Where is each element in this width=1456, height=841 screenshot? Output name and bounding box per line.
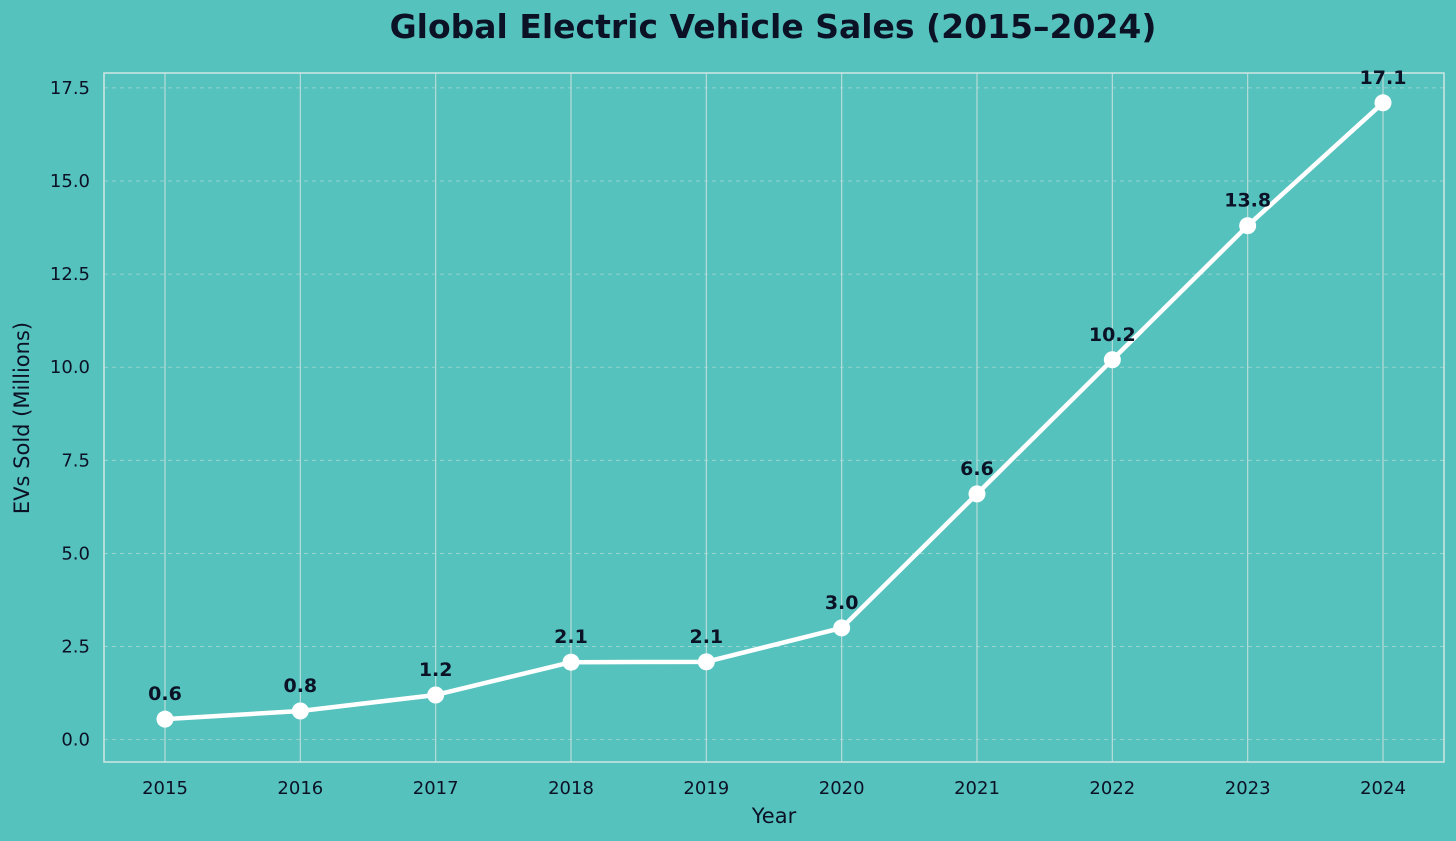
x-axis-label: Year <box>751 804 797 828</box>
data-label: 13.8 <box>1224 190 1271 212</box>
data-point <box>291 702 309 720</box>
x-tick-label: 2019 <box>683 778 729 799</box>
data-point <box>968 485 986 503</box>
grid <box>104 73 1444 762</box>
series-line <box>162 100 1386 722</box>
data-point <box>156 710 174 728</box>
y-tick-label: 12.5 <box>50 264 90 285</box>
x-tick-label: 2022 <box>1089 778 1135 799</box>
x-tick-label: 2024 <box>1360 778 1406 799</box>
data-label: 2.1 <box>554 626 588 648</box>
plot-frame <box>103 72 1445 763</box>
y-tick-label: 17.5 <box>50 78 90 99</box>
x-tick-label: 2016 <box>277 778 323 799</box>
y-tick-label: 15.0 <box>50 171 90 192</box>
x-tick-label: 2020 <box>819 778 865 799</box>
data-point <box>1239 217 1257 235</box>
x-tick-label: 2023 <box>1225 778 1271 799</box>
data-label: 10.2 <box>1089 324 1136 346</box>
data-label: 17.1 <box>1360 67 1407 89</box>
data-point <box>697 653 715 671</box>
data-label: 0.8 <box>283 675 317 697</box>
data-point <box>427 686 445 704</box>
data-label: 6.6 <box>960 458 994 480</box>
y-tick-label: 0.0 <box>61 730 90 751</box>
y-tick-label: 7.5 <box>61 450 90 471</box>
data-point <box>833 619 851 637</box>
y-axis-label: EVs Sold (Millions) <box>10 322 34 514</box>
data-label: 1.2 <box>419 659 453 681</box>
data-point <box>1103 351 1121 369</box>
x-tick-label: 2015 <box>142 778 188 799</box>
chart-title: Global Electric Vehicle Sales (2015–2024… <box>390 7 1157 46</box>
x-tick-label: 2021 <box>954 778 1000 799</box>
y-tick-label: 5.0 <box>61 543 90 564</box>
data-point <box>1374 94 1392 112</box>
data-labels: 0.6 0.8 1.2 2.1 2.1 3.0 6.6 10.2 13.8 17.1 <box>148 67 1406 705</box>
data-point <box>562 653 580 671</box>
y-tick-label: 10.0 <box>50 357 90 378</box>
data-label: 2.1 <box>689 626 723 648</box>
y-tick-label: 2.5 <box>61 637 90 658</box>
series <box>156 94 1392 728</box>
data-label: 0.6 <box>148 683 182 705</box>
axis-ticks: 2015 2016 2017 2018 2019 2020 2021 2022 2023 2024… <box>50 78 1406 799</box>
x-tick-label: 2018 <box>548 778 594 799</box>
x-tick-label: 2017 <box>413 778 459 799</box>
data-label: 3.0 <box>825 592 859 614</box>
